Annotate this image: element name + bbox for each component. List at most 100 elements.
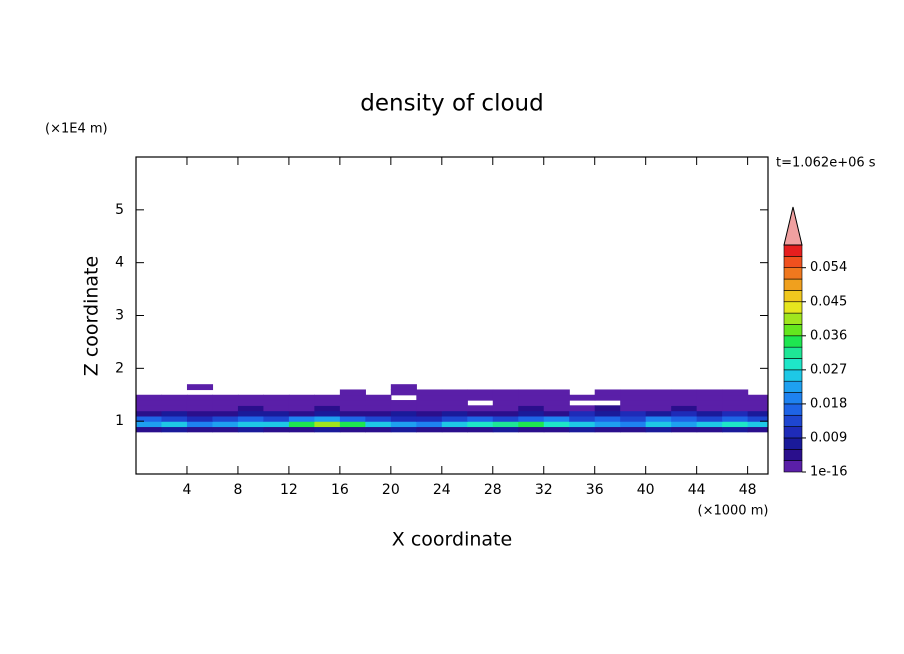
contour-cell bbox=[594, 426, 621, 433]
time-label: t=1.062e+06 s bbox=[776, 156, 876, 171]
contour-cell bbox=[543, 405, 570, 412]
contour-cell bbox=[390, 405, 417, 412]
contour-cell bbox=[416, 400, 443, 406]
contour-cell bbox=[416, 389, 443, 396]
contour-cell bbox=[620, 410, 647, 417]
x-unit: (×1000 m) bbox=[698, 504, 769, 519]
contour-cell bbox=[492, 400, 519, 406]
contour-cell bbox=[237, 415, 265, 422]
contour-cell bbox=[288, 415, 315, 422]
contour-cell bbox=[339, 426, 366, 433]
x-tick-label: 40 bbox=[637, 482, 655, 498]
contour-cell bbox=[696, 421, 723, 428]
contour-cell bbox=[186, 400, 214, 406]
contour-cell bbox=[186, 410, 214, 417]
contour-cell bbox=[467, 415, 494, 422]
contour-cell bbox=[518, 394, 545, 401]
contour-cell bbox=[671, 426, 698, 433]
contour-cell bbox=[492, 405, 519, 412]
contour-cell bbox=[543, 415, 570, 422]
contour-cell bbox=[518, 400, 545, 406]
contour-cell bbox=[416, 421, 443, 428]
contour-cell bbox=[136, 426, 163, 433]
contour-cell bbox=[594, 394, 621, 401]
contour-cell bbox=[288, 421, 315, 428]
colorbar-tick-label: 0.018 bbox=[810, 396, 847, 411]
contour-cell bbox=[390, 415, 417, 422]
colorbar-tick-label: 1e-16 bbox=[810, 465, 848, 480]
contour-cell bbox=[288, 405, 315, 412]
contour-cell bbox=[620, 415, 647, 422]
contour-cell bbox=[671, 400, 698, 406]
contour-cell bbox=[543, 394, 570, 401]
contour-cell bbox=[696, 410, 723, 417]
contour-cell bbox=[390, 421, 417, 428]
contour-cell bbox=[365, 394, 392, 401]
contour-cell bbox=[722, 400, 749, 406]
contour-cell bbox=[212, 410, 239, 417]
contour-cell bbox=[416, 394, 443, 401]
contour-cell bbox=[671, 394, 698, 401]
contour-cell bbox=[696, 400, 723, 406]
x-tick-label: 24 bbox=[433, 482, 451, 498]
contour-cell bbox=[161, 400, 188, 406]
colorbar-tick-label: 0.009 bbox=[810, 430, 847, 445]
contour-cell bbox=[467, 405, 494, 412]
contour-cell bbox=[543, 389, 570, 396]
colorbar-band bbox=[783, 358, 803, 371]
contour-cell bbox=[645, 421, 672, 428]
contour-cell bbox=[339, 415, 366, 422]
contour-cell bbox=[441, 410, 468, 417]
contour-cell bbox=[722, 405, 749, 412]
contour-cell bbox=[645, 426, 672, 433]
contour-cell bbox=[339, 421, 366, 428]
contour-cell bbox=[263, 421, 290, 428]
contour-cell bbox=[518, 410, 545, 417]
contour-cell bbox=[212, 426, 239, 433]
contour-cell bbox=[671, 389, 698, 396]
contour-cell bbox=[569, 415, 596, 422]
colorbar-band bbox=[783, 301, 803, 314]
contour-cell bbox=[365, 405, 392, 412]
contour-cell bbox=[288, 394, 315, 401]
contour-cell bbox=[186, 426, 214, 433]
x-tick-label: 12 bbox=[280, 482, 298, 498]
contour-cell bbox=[747, 415, 768, 422]
contour-cell bbox=[136, 405, 163, 412]
contour-cell bbox=[696, 426, 723, 433]
colorbar-band bbox=[783, 346, 803, 359]
contour-cell bbox=[620, 389, 647, 396]
contour-cell bbox=[722, 389, 749, 396]
contour-cell bbox=[390, 400, 417, 406]
contour-cell bbox=[696, 389, 723, 396]
contour-cell bbox=[136, 400, 163, 406]
contour-cell bbox=[416, 405, 443, 412]
contour-cell bbox=[161, 415, 188, 422]
contour-cell bbox=[416, 415, 443, 422]
contour-cell bbox=[365, 421, 392, 428]
contour-cell bbox=[136, 421, 163, 428]
contour-cell bbox=[518, 415, 545, 422]
contour-cell bbox=[314, 410, 341, 417]
contour-cell bbox=[161, 426, 188, 433]
contour-cell bbox=[594, 410, 621, 417]
colorbar-band bbox=[783, 244, 803, 257]
contour-cell bbox=[645, 410, 672, 417]
contour-cell bbox=[620, 405, 647, 412]
colorbar-band bbox=[783, 460, 803, 473]
contour-cell bbox=[671, 405, 698, 412]
contour-cell bbox=[314, 426, 341, 433]
colorbar-band bbox=[783, 256, 803, 269]
contour-cell bbox=[543, 400, 570, 406]
contour-cell bbox=[569, 421, 596, 428]
contour-cell bbox=[314, 400, 341, 406]
contour-cell bbox=[237, 405, 265, 412]
colorbar-band bbox=[783, 426, 803, 439]
contour-cell bbox=[339, 394, 366, 401]
contour-cell bbox=[365, 410, 392, 417]
y-unit: (×1E4 m) bbox=[45, 122, 108, 137]
contour-cell bbox=[722, 415, 749, 422]
colorbar-band bbox=[783, 335, 803, 348]
contour-cell bbox=[263, 394, 290, 401]
contour-cell bbox=[263, 400, 290, 406]
